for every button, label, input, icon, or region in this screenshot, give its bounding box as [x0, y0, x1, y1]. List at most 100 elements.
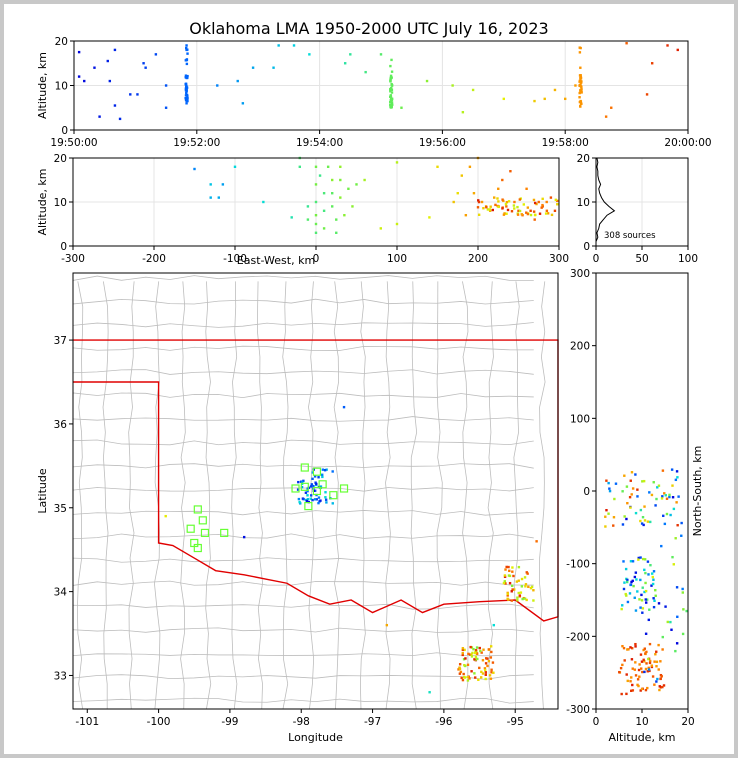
source-point: [553, 88, 557, 92]
source-point: [436, 165, 439, 168]
county-boundary: [72, 487, 534, 492]
east-west-axis-tick-label: -100: [223, 253, 247, 265]
latitude-axis-tick-label: 36: [54, 419, 68, 431]
source-point: [491, 661, 495, 664]
source-point: [306, 218, 310, 221]
source-point: [630, 676, 633, 679]
source-point: [463, 676, 467, 679]
source-point: [642, 479, 646, 483]
source-point: [641, 607, 645, 610]
source-point: [306, 205, 310, 208]
source-point: [458, 663, 462, 666]
source-point: [292, 44, 296, 47]
source-point: [389, 79, 392, 83]
source-point: [473, 672, 476, 675]
source-point: [331, 178, 334, 182]
source-point: [313, 498, 317, 501]
source-point: [610, 106, 613, 109]
source-point: [639, 689, 642, 692]
source-point: [308, 53, 311, 56]
source-point: [554, 198, 558, 202]
source-point: [639, 606, 642, 609]
source-point: [533, 218, 536, 221]
source-point: [651, 575, 654, 579]
source-point: [508, 569, 511, 573]
source-point: [630, 689, 633, 693]
source-point: [634, 571, 638, 574]
source-point: [663, 492, 666, 495]
source-point: [654, 653, 657, 656]
county-boundary: [436, 281, 443, 710]
source-point: [546, 212, 550, 215]
source-point: [521, 597, 524, 601]
source-point: [654, 504, 657, 507]
source-point: [461, 648, 465, 652]
source-point: [682, 608, 685, 611]
source-point: [643, 647, 647, 650]
source-point: [636, 683, 639, 687]
source-point: [578, 100, 582, 104]
source-point: [637, 556, 640, 560]
source-point: [300, 480, 304, 484]
source-point: [510, 210, 514, 213]
source-point: [652, 605, 656, 609]
lma-station-marker: [339, 484, 349, 493]
source-point: [507, 565, 510, 569]
source-point: [540, 206, 543, 209]
north-south-axis-label: North-South, km: [691, 446, 704, 537]
source-point: [507, 574, 511, 577]
source-point: [564, 97, 567, 101]
source-point: [324, 491, 327, 494]
source-point: [525, 187, 528, 190]
source-point: [483, 668, 487, 672]
source-point: [468, 165, 472, 168]
source-point: [626, 600, 630, 604]
lma-station-marker: [318, 480, 327, 489]
source-point: [578, 91, 581, 95]
source-point: [664, 494, 667, 497]
source-point: [620, 607, 623, 611]
source-point: [541, 197, 544, 201]
source-point: [648, 659, 652, 663]
source-point: [648, 669, 651, 673]
figure-canvas: Oklahoma LMA 1950-2000 UTC July 16, 2023…: [36, 19, 712, 744]
source-point: [643, 558, 647, 561]
source-point: [676, 615, 679, 619]
altitude-axis-label: Altitude, km: [36, 168, 49, 235]
source-point: [296, 488, 300, 491]
source-point: [654, 588, 657, 592]
lma-station-marker: [193, 543, 202, 553]
source-point: [321, 468, 325, 471]
county-boundary: [128, 281, 135, 710]
latitude-axis-tick-label: 35: [54, 503, 67, 515]
source-point: [629, 506, 632, 509]
source-point: [607, 481, 610, 485]
source-point: [637, 558, 640, 561]
source-point: [297, 480, 300, 484]
source-point: [671, 555, 674, 559]
time-axis-tick-label: 19:54:00: [296, 137, 343, 149]
source-point: [317, 496, 321, 499]
source-point: [290, 216, 293, 219]
source-point: [467, 652, 470, 656]
county-boundary: [180, 281, 186, 710]
source-point: [640, 667, 643, 670]
source-point: [331, 470, 334, 473]
source-point: [648, 661, 652, 665]
source-point: [456, 192, 459, 195]
source-point: [477, 199, 480, 202]
source-point: [623, 659, 626, 662]
source-point: [674, 537, 677, 540]
source-point: [550, 213, 554, 217]
source-point: [272, 66, 275, 69]
source-point: [496, 197, 499, 200]
source-point: [661, 495, 664, 498]
source-point: [625, 692, 628, 696]
source-point: [306, 489, 309, 493]
source-point: [506, 592, 509, 595]
time-axis-tick-label: 19:52:00: [173, 137, 220, 149]
source-point: [529, 209, 532, 212]
source-point: [659, 660, 662, 663]
source-point: [77, 50, 81, 54]
source-point: [619, 666, 623, 670]
